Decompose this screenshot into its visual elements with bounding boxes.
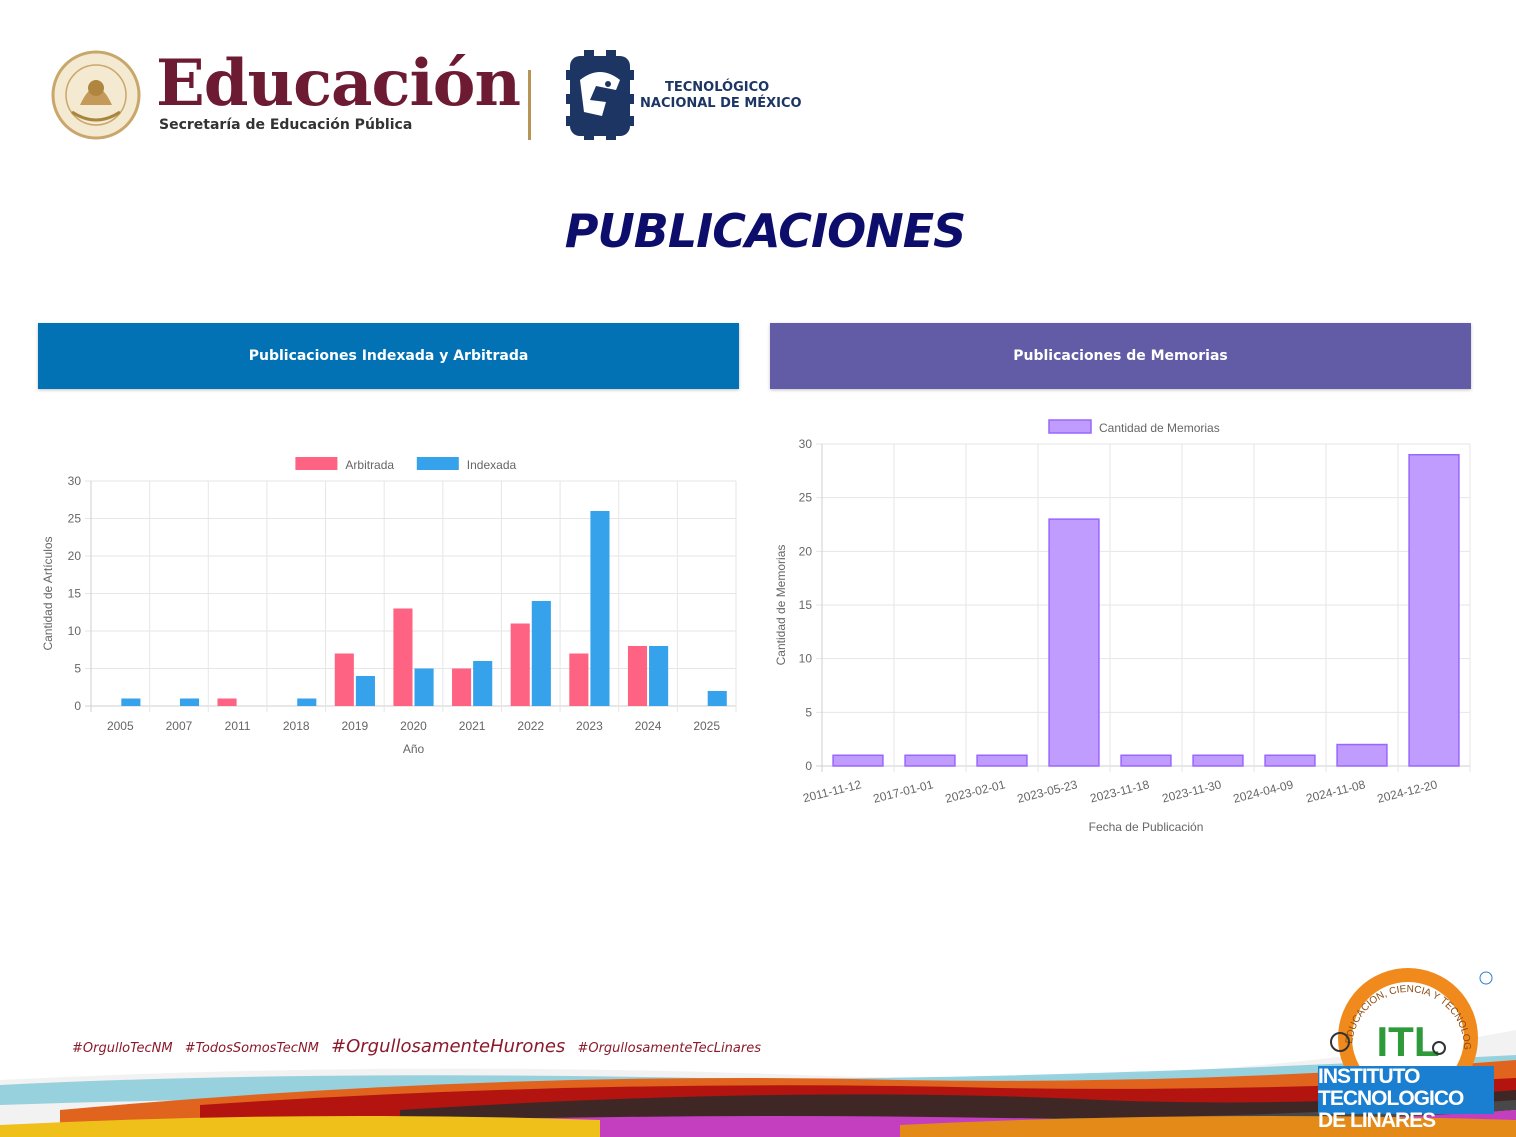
bar-cantidad-de-memorias (1048, 518, 1100, 767)
x-tick-label: 2023-11-30 (1161, 777, 1223, 805)
y-tick-label: 5 (805, 705, 812, 719)
bar-cantidad-de-memorias (1408, 453, 1460, 767)
brand-title: Educación (156, 46, 521, 121)
y-tick-label: 10 (799, 652, 813, 666)
y-tick-label: 30 (68, 474, 82, 488)
y-tick-label: 0 (74, 699, 81, 713)
bar-cantidad-de-memorias (904, 754, 956, 767)
bar-arbitrada (569, 653, 589, 706)
y-tick-label: 25 (68, 512, 82, 526)
x-tick-label: 2011 (225, 719, 251, 733)
x-tick-label: 2021 (459, 719, 486, 733)
panel-header-memorias: Publicaciones de Memorias (770, 323, 1471, 389)
y-tick-label: 25 (799, 491, 813, 505)
y-tick-label: 20 (68, 549, 82, 563)
y-tick-label: 20 (799, 544, 813, 558)
legend-swatch (1048, 419, 1092, 434)
brand-subtitle: Secretaría de Educación Pública (159, 117, 413, 133)
bar-cantidad-de-memorias (1120, 754, 1172, 767)
page-title: PUBLICACIONES (564, 204, 967, 258)
hashtag-orgullosamente-teclinares: #OrgullosamenteTecLinares (577, 1041, 761, 1056)
bar-arbitrada (393, 608, 413, 706)
registered-mark-icon (1479, 971, 1493, 985)
bar-indexada (355, 676, 375, 706)
bar-cantidad-de-memorias (832, 754, 884, 767)
x-tick-label: 2020 (400, 719, 427, 733)
bar-indexada (707, 691, 727, 706)
panel-header-indexada-arbitrada: Publicaciones Indexada y Arbitrada (38, 323, 739, 389)
itl-logo: EDUCACION, CIENCIA Y TECNOLOGIA ITL (1316, 968, 1494, 1114)
tecnm-wordmark: TECNOLÓGICO NACIONAL DE MÉXICO (640, 80, 802, 112)
legend-swatch (416, 457, 459, 470)
x-tick-label: 2017-01-01 (872, 777, 935, 806)
x-tick-label: 2023 (576, 719, 603, 733)
x-tick-label: 2024-04-09 (1232, 777, 1295, 806)
itl-name: INSTITUTO TECNOLOGICO DE LINARES (1318, 1066, 1493, 1132)
bar-arbitrada (627, 646, 648, 706)
x-tick-label: 2018 (283, 719, 310, 733)
bar-indexada (121, 698, 141, 706)
tecnm-line2: NACIONAL DE MÉXICO (640, 96, 802, 111)
y-axis-title: Cantidad de Memorias (774, 545, 788, 666)
y-tick-label: 15 (68, 587, 82, 601)
x-tick-label: 2011-11-12 (802, 777, 864, 805)
bar-arbitrada (510, 623, 530, 706)
y-tick-label: 30 (799, 437, 813, 451)
x-axis-title: Año (403, 742, 425, 756)
bar-arbitrada (217, 698, 237, 706)
bar-indexada (179, 698, 200, 706)
footer-hashtags: #OrgulloTecNM #TodosSomosTecNM #Orgullos… (72, 1036, 769, 1057)
legend-label: Cantidad de Memorias (1099, 421, 1220, 435)
x-tick-label: 2024-11-08 (1305, 777, 1367, 805)
x-tick-label: 2023-05-23 (1016, 777, 1079, 806)
x-tick-label: 2005 (107, 719, 134, 733)
bar-indexada (414, 668, 434, 706)
fruit-icon (1432, 1041, 1446, 1055)
y-tick-label: 5 (74, 662, 81, 676)
x-axis-title: Fecha de Publicación (1089, 820, 1204, 834)
y-tick-label: 15 (799, 598, 813, 612)
x-tick-label: 2025 (693, 719, 720, 733)
tecnm-line1: TECNOLÓGICO (665, 80, 770, 95)
y-tick-label: 10 (68, 624, 82, 638)
panel-title-right: Publicaciones de Memorias (1013, 348, 1228, 364)
atom-icon (1330, 1032, 1350, 1052)
bar-arbitrada (334, 653, 354, 706)
bar-indexada (590, 511, 610, 706)
bar-indexada (649, 646, 669, 706)
hashtag-orgullo-tecnm: #OrgulloTecNM (72, 1041, 173, 1056)
itl-line1: INSTITUTO (1318, 1065, 1420, 1088)
bar-cantidad-de-memorias (976, 754, 1028, 767)
footer-decorative-waves (0, 1030, 1516, 1137)
mexico-seal-logo (51, 50, 141, 140)
bar-cantidad-de-memorias (1336, 743, 1388, 767)
x-tick-label: 2024-12-20 (1376, 777, 1439, 806)
bar-cantidad-de-memorias (1192, 754, 1244, 767)
hashtag-orgullosamente-hurones: #OrgullosamenteHurones (331, 1036, 566, 1057)
hashtag-todos-somos-tecnm: #TodosSomosTecNM (184, 1041, 319, 1056)
legend-label: Arbitrada (345, 458, 394, 472)
brand-divider (528, 70, 531, 140)
chart-memorias: 0 5 10 15 20 25 30 2011-11-12 2017-01-01 2023-02-… (774, 419, 1471, 834)
y-tick-label: 0 (805, 759, 812, 773)
tecnm-gear-logo (566, 50, 634, 140)
itl-letters: ITL (1377, 1018, 1440, 1065)
itl-line2: TECNOLOGICO DE LINARES (1318, 1087, 1464, 1132)
x-tick-label: 2019 (342, 719, 369, 733)
bar-indexada (297, 698, 317, 706)
bar-indexada (531, 601, 551, 706)
x-tick-label: 2023-11-18 (1089, 777, 1151, 805)
x-tick-label: 2023-02-01 (944, 777, 1007, 806)
x-tick-label: 2024 (635, 719, 662, 733)
bar-indexada (473, 661, 493, 706)
bar-arbitrada (452, 668, 472, 706)
x-tick-label: 2007 (166, 719, 193, 733)
bar-cantidad-de-memorias (1264, 754, 1316, 767)
y-axis-title: Cantidad de Artículos (41, 536, 55, 650)
legend-swatch (295, 457, 338, 470)
legend-label: Indexada (467, 458, 517, 472)
x-tick-label: 2022 (517, 719, 544, 733)
panel-title-left: Publicaciones Indexada y Arbitrada (248, 348, 529, 364)
